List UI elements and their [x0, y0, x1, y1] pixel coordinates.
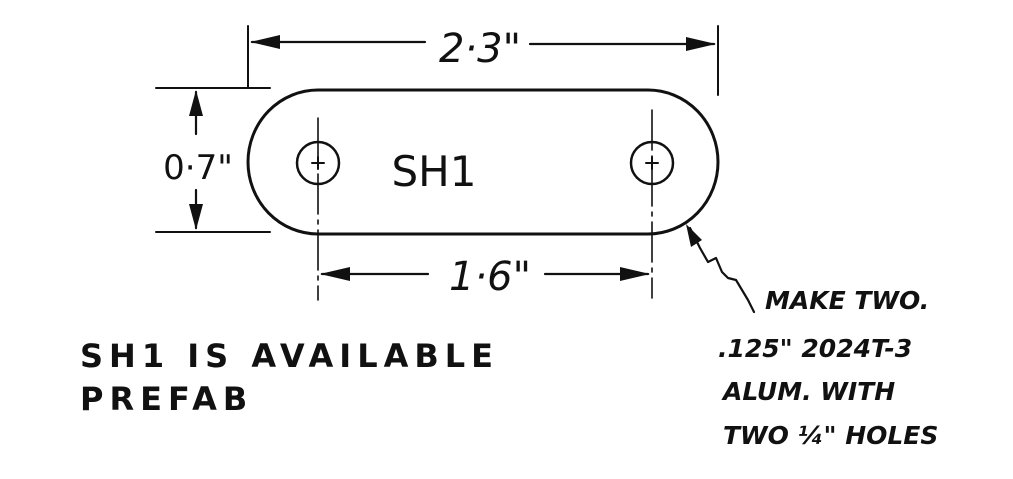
- note-leader: [686, 224, 756, 314]
- overall-length-label: 2·3": [439, 26, 521, 72]
- make-note-line2: .125" 2024T-3: [718, 334, 912, 363]
- part-label: SH1: [392, 147, 477, 196]
- height-label: 0·7": [163, 148, 233, 188]
- availability-note-line1: SH1 IS AVAILABLE: [80, 337, 499, 375]
- hole-spacing-label: 1·6": [449, 254, 531, 300]
- height-dimension: [155, 87, 271, 233]
- hole-spacing-dimension: [320, 267, 650, 281]
- availability-note-line2: PREFAB: [80, 380, 253, 418]
- overall-length-dimension: [247, 25, 719, 96]
- make-note-line3: ALUM. WITH: [721, 377, 895, 406]
- plate-outline: [246, 88, 720, 236]
- make-note-line1: MAKE TWO.: [765, 286, 929, 315]
- make-note-line4: TWO ¼" HOLES: [723, 421, 938, 450]
